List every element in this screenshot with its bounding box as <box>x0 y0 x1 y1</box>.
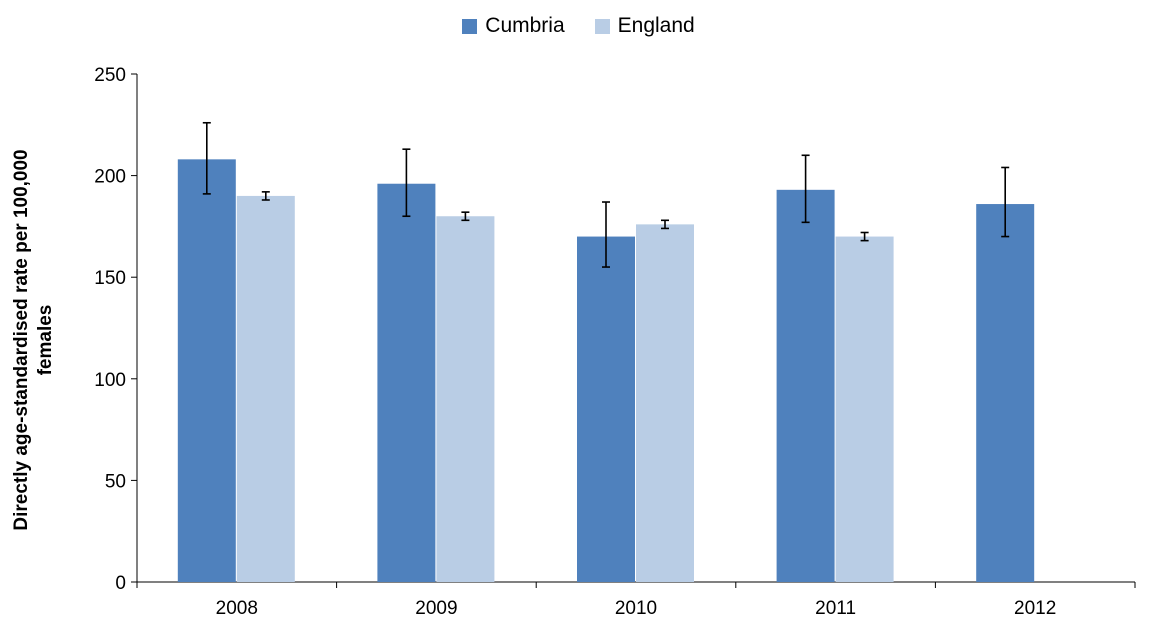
x-tick-label: 2011 <box>815 598 856 619</box>
x-tick-label: 2009 <box>415 598 457 619</box>
legend-label-england: England <box>617 14 695 37</box>
x-tick-label: 2010 <box>615 598 657 619</box>
x-tick-label: 2008 <box>216 598 258 619</box>
bar-england-2008 <box>236 195 295 583</box>
bar-england-2010 <box>636 224 694 583</box>
bar-cumbria-2010 <box>577 236 635 582</box>
bar-cumbria-2012 <box>976 204 1035 582</box>
y-tick-label: 200 <box>94 167 126 188</box>
legend-item-england: England <box>594 14 695 38</box>
bar-cumbria-2009 <box>377 183 436 582</box>
y-tick-label: 50 <box>105 471 126 492</box>
x-tick-label: 2012 <box>1014 598 1056 619</box>
y-tick-label: 0 <box>115 573 126 594</box>
legend-item-cumbria: Cumbria <box>462 14 565 38</box>
y-tick-label: 100 <box>94 370 126 391</box>
legend-swatch-cumbria <box>462 18 478 34</box>
bar-cumbria-2008 <box>177 159 236 582</box>
y-tick-label: 150 <box>94 268 126 289</box>
chart-legend: Cumbria England <box>0 14 1157 38</box>
bar-england-2011 <box>835 236 894 582</box>
legend-label-cumbria: Cumbria <box>485 14 565 37</box>
y-tick-label: 250 <box>94 65 126 86</box>
legend-swatch-england <box>594 18 610 34</box>
bar-cumbria-2011 <box>776 189 835 582</box>
bar-england-2009 <box>436 216 495 583</box>
